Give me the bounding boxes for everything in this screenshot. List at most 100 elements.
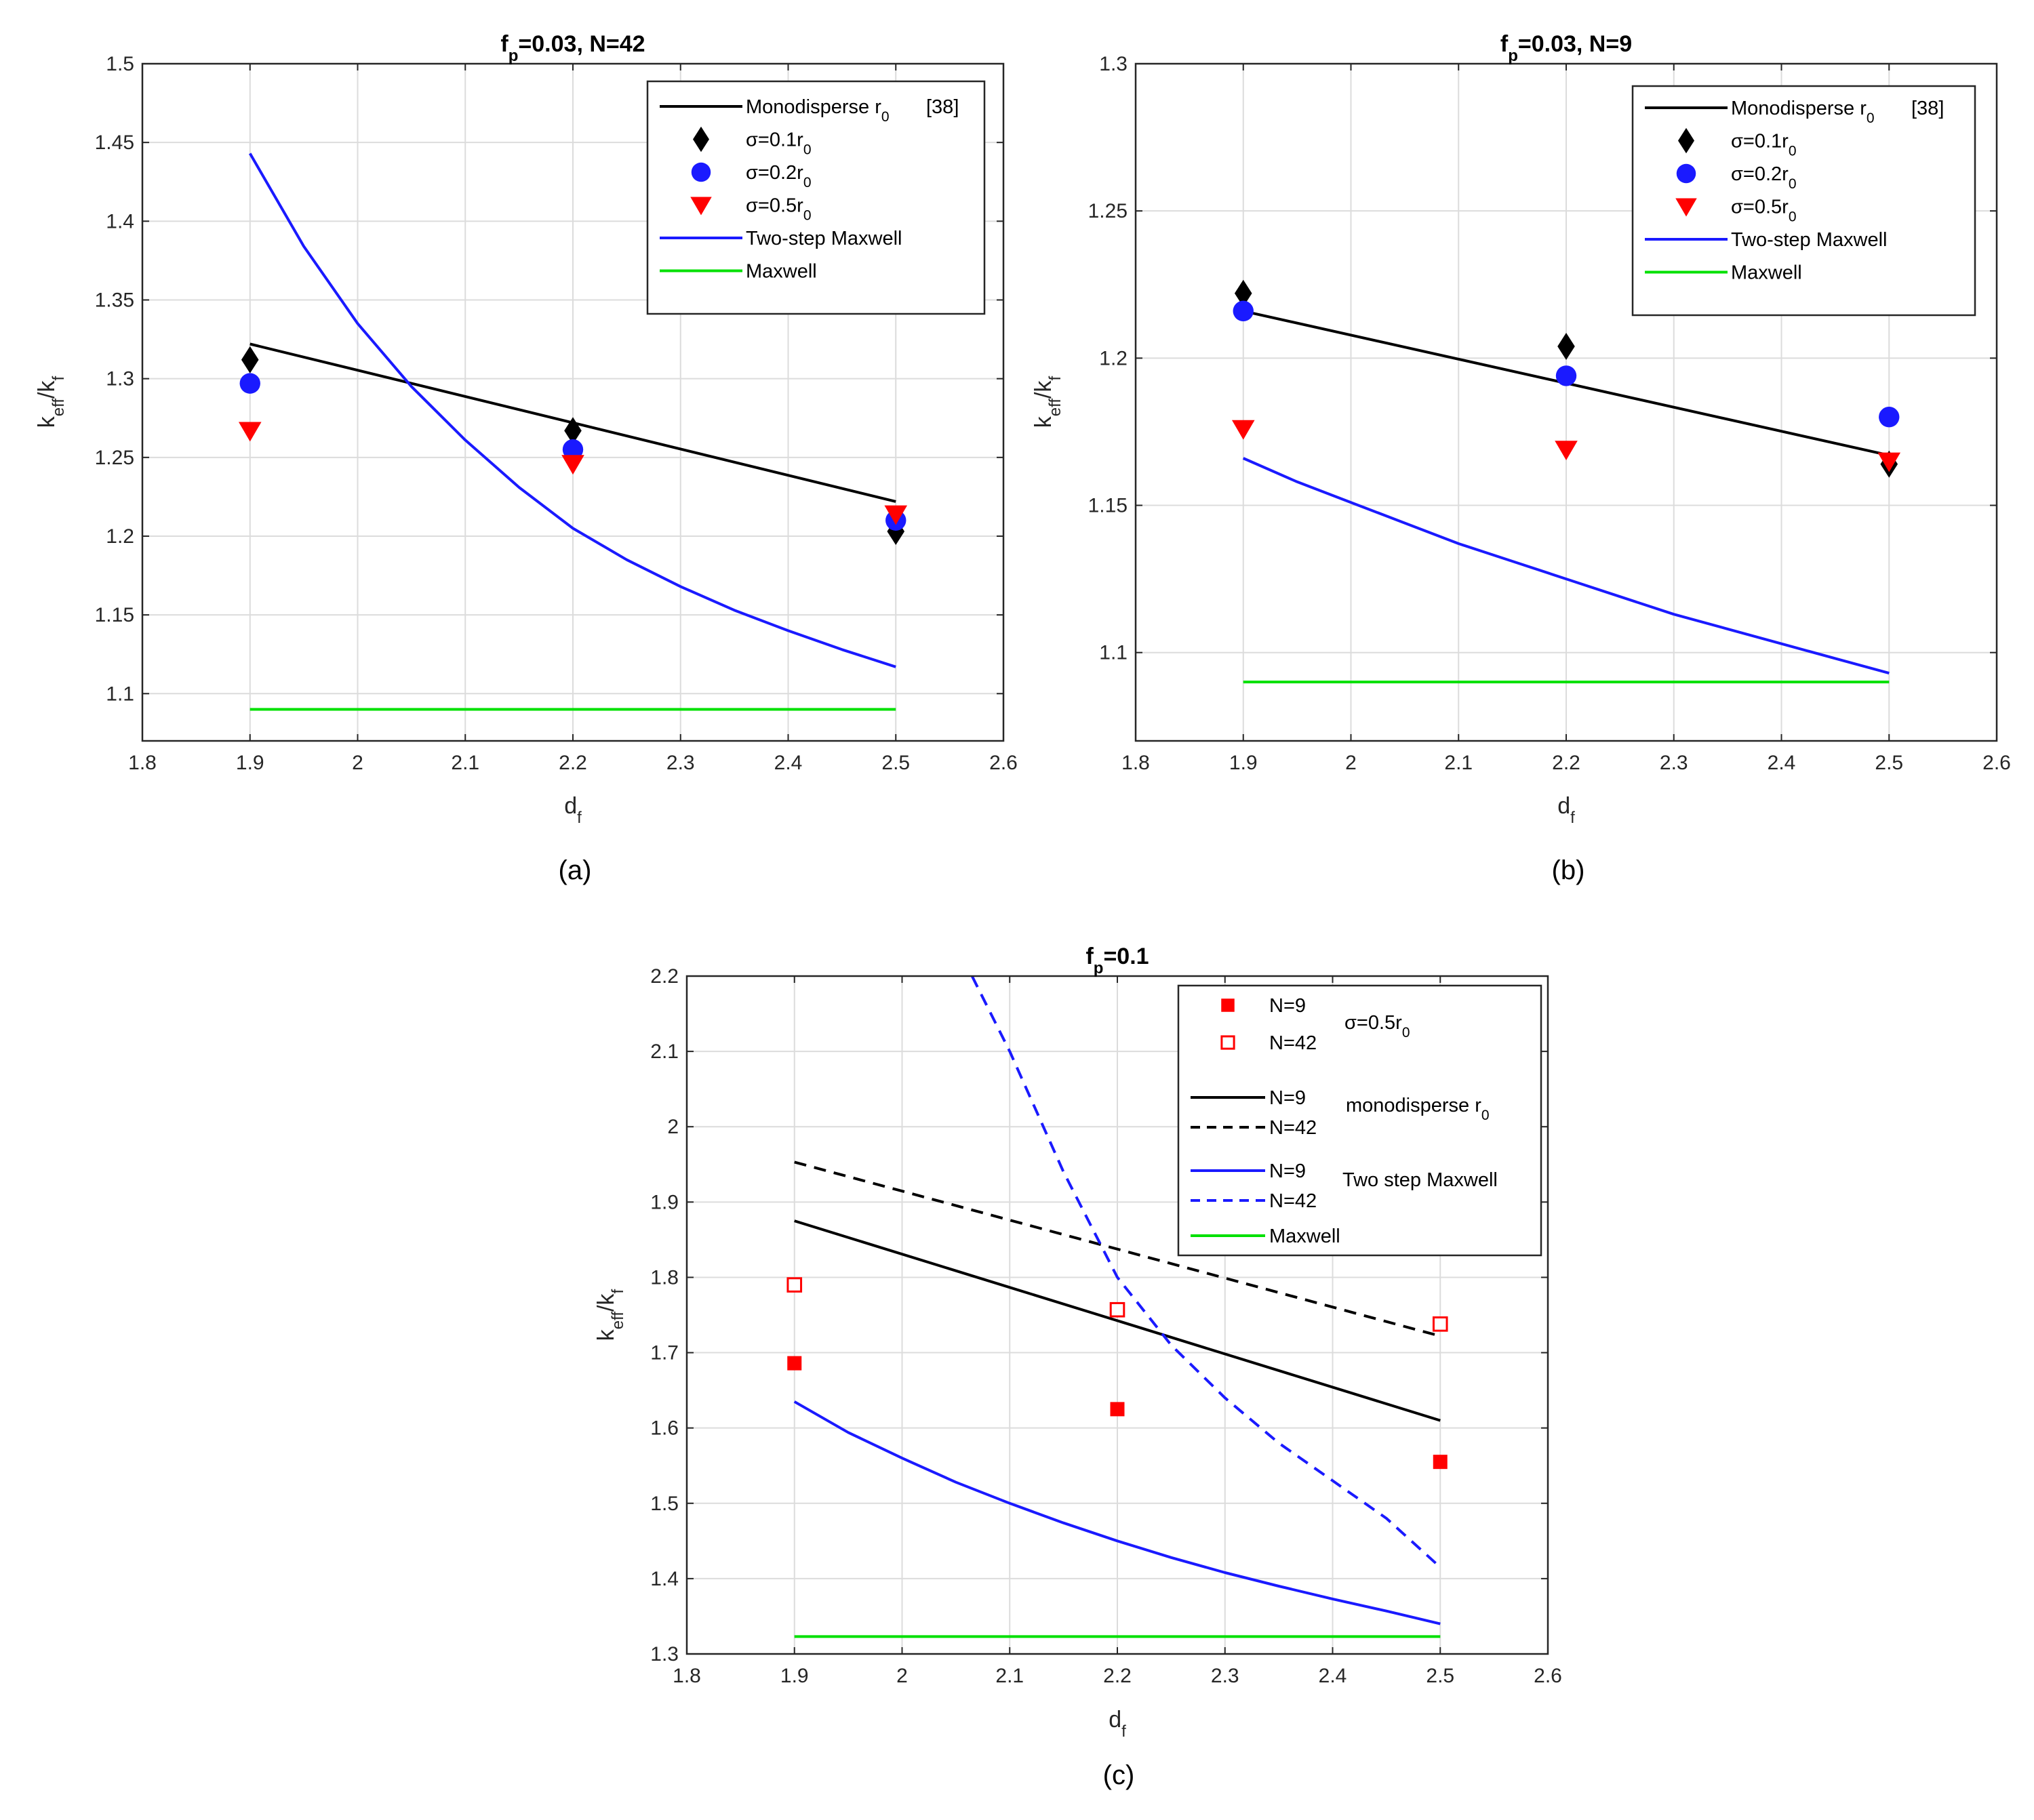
legend-label: Monodisperse r0 (746, 96, 890, 125)
x-tick-label: 1.8 (1121, 752, 1150, 774)
panel-caption: (b) (1552, 855, 1585, 885)
y-axis-label: keff/kf (34, 376, 68, 428)
y-tick-label: 1.25 (95, 447, 134, 469)
x-tick-label: 2.5 (881, 752, 910, 774)
chart-panel-a: 1.8 1.9 2 2.1 2.2 2.3 2.4 2.5 2.6 1.1 1.15 1.2 1.25 1… (34, 31, 1018, 885)
legend-marker (690, 197, 712, 216)
y-tick-label: 1.7 (650, 1342, 679, 1364)
chart-panel-b: 1.8 1.9 2 2.1 2.2 2.3 2.4 2.5 2.6 1.1 1.15 1.2 1.25 1… (1031, 31, 2011, 885)
x-tick-label: 1.9 (1229, 752, 1258, 774)
x-tick-label: 2.5 (1426, 1665, 1454, 1687)
x-tick-label: 2.2 (1552, 752, 1580, 774)
data-point (1110, 1402, 1125, 1417)
legend-label: N=42 (1269, 1117, 1317, 1139)
x-tick-label: 2.6 (1534, 1665, 1562, 1687)
series-line (794, 1219, 1441, 1422)
y-tick-label: 1.3 (650, 1643, 679, 1665)
y-tick-label: 1.1 (106, 683, 134, 705)
y-tick-label: 1.4 (650, 1568, 679, 1590)
data-point (1231, 420, 1255, 440)
data-point (884, 505, 908, 525)
legend-marker (1220, 1035, 1235, 1050)
data-point (1877, 452, 1901, 472)
series-line (248, 153, 896, 668)
data-point (1555, 365, 1577, 386)
y-tick-label: 1.3 (1099, 53, 1128, 75)
y-axis-label: keff/kf (1031, 376, 1064, 428)
chart-title: fp=0.03, N=9 (1500, 31, 1632, 65)
legend-group-label: monodisperse r0 (1346, 1095, 1490, 1123)
x-tick-label: 2 (896, 1665, 908, 1687)
legend-label: σ=0.1r0 (1731, 131, 1797, 159)
x-tick-label: 2.1 (1444, 752, 1473, 774)
data-point (238, 422, 262, 442)
data-point (1555, 441, 1578, 460)
x-tick-label: 2.1 (451, 752, 479, 774)
chart-panel-c: 1.8 1.9 2 2.1 2.2 2.3 2.4 2.5 2.6 1.3 1.4 1.5 1.6 1.7… (593, 944, 1562, 1790)
y-tick-label: 1.5 (650, 1493, 679, 1515)
panel-caption: (a) (559, 855, 592, 885)
legend-label: Two-step Maxwell (746, 228, 902, 249)
legend-group-label: Two step Maxwell (1342, 1169, 1498, 1191)
x-tick-label: 2.4 (1768, 752, 1796, 774)
y-tick-label: 1.35 (95, 289, 134, 311)
legend-label: σ=0.2r0 (1731, 163, 1797, 192)
y-tick-label: 1.5 (106, 53, 134, 75)
legend-label: N=9 (1269, 1087, 1306, 1109)
series-line (1242, 457, 1890, 675)
x-tick-label: 2.6 (989, 752, 1018, 774)
legend-label: Maxwell (1731, 262, 1802, 284)
x-axis-label: df (1109, 1707, 1126, 1741)
x-tick-label: 2.6 (1982, 752, 2011, 774)
data-point (1233, 300, 1254, 322)
data-point (787, 1356, 802, 1371)
x-tick-label: 1.8 (673, 1665, 701, 1687)
data-point (241, 346, 259, 373)
legend-label: Two-step Maxwell (1731, 229, 1887, 251)
x-tick-label: 2.4 (1319, 1665, 1347, 1687)
y-tick-label: 1.3 (106, 368, 134, 390)
legend-group-label: σ=0.5r0 (1344, 1012, 1410, 1040)
data-layer (786, 976, 1448, 1638)
legend-label: σ=0.5r0 (1731, 197, 1797, 225)
y-tick-label: 1.15 (1088, 495, 1128, 517)
y-tick-label: 1.45 (95, 132, 134, 154)
legend: Monodisperse r0 [38] σ=0.1r0 σ=0.2r0 σ=0.5r0… (1631, 85, 1976, 317)
data-point (1433, 1455, 1448, 1470)
legend-marker (691, 162, 711, 182)
legend: Monodisperse r0 [38] σ=0.1r0 σ=0.2r0 σ=0.5r0… (646, 80, 986, 315)
chart-title: fp=0.03, N=42 (500, 31, 645, 65)
legend-marker (693, 126, 709, 153)
x-tick-label: 2.2 (1103, 1665, 1132, 1687)
legend-marker (1675, 198, 1697, 217)
data-point (1109, 1301, 1125, 1318)
x-tick-label: 2 (1345, 752, 1357, 774)
legend-label: Monodisperse r0 (1731, 98, 1875, 126)
data-point (786, 1277, 803, 1293)
legend-marker (1676, 163, 1696, 184)
x-tick-label: 2.3 (1660, 752, 1688, 774)
legend-label: Maxwell (746, 261, 817, 283)
legend-label: Maxwell (1269, 1226, 1340, 1247)
y-tick-label: 1.2 (1099, 347, 1128, 369)
legend-label-ref: [38] (926, 96, 959, 118)
panel-caption: (c) (1103, 1760, 1135, 1790)
y-tick-label: 2.1 (650, 1040, 679, 1063)
y-tick-label: 1.15 (95, 604, 134, 626)
chart-title: fp=0.1 (1085, 944, 1149, 977)
data-layer (1231, 279, 1901, 684)
data-point (239, 373, 260, 394)
y-tick-label: 1.9 (650, 1191, 679, 1213)
series-line (793, 1400, 1441, 1625)
x-tick-label: 2.4 (774, 752, 803, 774)
y-tick-label: 1.1 (1099, 642, 1128, 664)
data-point (1234, 279, 1252, 307)
data-point (562, 439, 584, 460)
y-tick-label: 2.2 (650, 965, 679, 988)
x-axis-label: df (1557, 793, 1575, 827)
series-line (970, 976, 1441, 1569)
axes-box (685, 975, 1549, 1655)
legend-label-ref: [38] (1911, 98, 1944, 119)
axes-box (141, 62, 1005, 742)
